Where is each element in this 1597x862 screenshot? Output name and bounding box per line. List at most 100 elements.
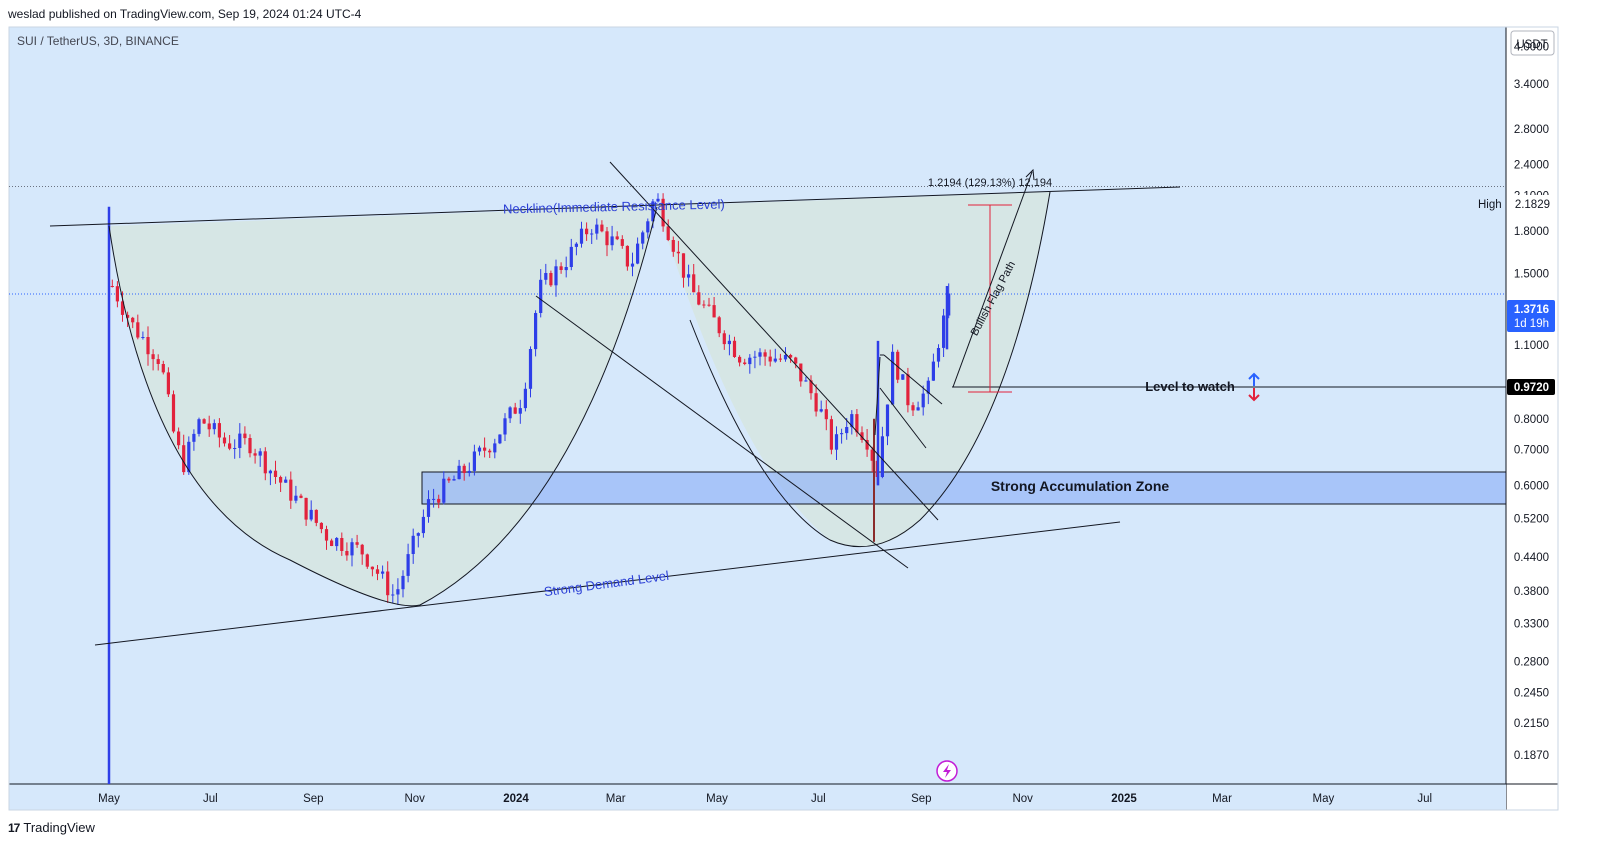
candle-body	[161, 364, 165, 373]
candle-body	[579, 228, 584, 244]
candle-body	[906, 374, 910, 406]
cup-curve-left[interactable]	[108, 206, 658, 607]
candle-body	[753, 356, 757, 358]
candle-body	[590, 233, 594, 235]
candle-body	[926, 380, 930, 394]
x-tick-label: Sep	[303, 793, 323, 805]
candle-body	[748, 357, 752, 365]
downtrend-line-upper[interactable]	[609, 161, 939, 521]
candle-body	[896, 351, 900, 380]
candle-body	[319, 522, 323, 530]
flag-mast[interactable]	[874, 356, 881, 436]
candle-body	[880, 436, 884, 477]
flash-icon[interactable]	[936, 760, 958, 782]
candle-body	[324, 529, 329, 541]
candle-body	[442, 478, 446, 503]
candle-body	[396, 589, 400, 595]
candle-body	[503, 418, 507, 435]
neckline[interactable]	[49, 186, 1181, 227]
candle-body	[141, 337, 145, 338]
tradingview-logo-icon: 17	[8, 820, 20, 835]
accumulation-label[interactable]: Strong Accumulation Zone	[991, 478, 1170, 494]
candle-body	[340, 538, 344, 551]
candle-body	[457, 465, 461, 480]
bullish-flag-arrow[interactable]	[952, 171, 1033, 388]
candle-body	[702, 304, 706, 306]
flag-upper[interactable]	[883, 354, 943, 405]
candle-body	[559, 266, 563, 270]
candle-body	[381, 571, 385, 574]
candle-body	[238, 433, 242, 448]
candle-body	[942, 315, 946, 348]
candle-body	[768, 356, 772, 362]
candle-body	[809, 380, 813, 394]
drawing-shapes	[9, 186, 1507, 606]
candle-body	[217, 423, 221, 438]
candle-body	[692, 274, 696, 293]
candle-body	[452, 479, 456, 481]
x-tick-label: May	[98, 793, 120, 805]
candle-body	[120, 301, 125, 315]
y-tick-label: 4.0000	[1514, 41, 1549, 53]
candle-body	[146, 337, 150, 355]
flag-pole-lower[interactable]	[879, 387, 927, 449]
candle-body	[294, 495, 298, 501]
candle-body	[544, 273, 548, 280]
candle-body	[314, 509, 318, 523]
measure-label: 1.2194 (129.13%) 12,194	[928, 177, 1052, 189]
candle-body	[722, 333, 726, 345]
candle-body	[620, 239, 624, 246]
x-tick-label: 2024	[503, 793, 529, 805]
candle-body	[921, 393, 925, 408]
candle-body	[432, 498, 436, 500]
bullish-flag-arrowhead-icon	[1025, 168, 1035, 181]
time-axis[interactable]	[9, 784, 1506, 810]
candle-body	[284, 479, 288, 483]
candle-body	[870, 449, 874, 461]
candle-body	[273, 470, 278, 477]
candle-body	[483, 447, 487, 451]
candle-body	[554, 266, 558, 286]
cup-curve-right[interactable]	[689, 191, 1051, 548]
candle-body	[855, 414, 859, 433]
currency-box[interactable]	[1510, 30, 1555, 56]
candle-body	[630, 263, 635, 267]
candle-body	[671, 240, 675, 252]
footer: 17 TradingView	[8, 820, 95, 835]
candle-body	[513, 407, 517, 414]
down-arrow-icon	[1248, 388, 1260, 402]
last-price-countdown: 1d 19h	[1514, 318, 1549, 330]
candle-body	[426, 499, 431, 517]
y-axis-ticks: 4.00003.40002.80002.40002.10001.80001.50…	[1514, 41, 1549, 762]
candle-body	[773, 358, 777, 362]
candle-body	[681, 253, 686, 278]
candle-body	[508, 407, 512, 419]
candle-body	[330, 540, 334, 546]
candle-body	[712, 305, 716, 318]
candle-body	[646, 221, 650, 233]
candle-body	[115, 286, 119, 302]
demand-line[interactable]	[94, 521, 1121, 646]
price-scale[interactable]	[1506, 27, 1558, 784]
candle-body	[386, 571, 390, 596]
neckline-label[interactable]: Neckline(Immediate Resistance Level)	[503, 196, 725, 216]
x-tick-label: Jul	[203, 793, 218, 805]
accumulation-zone[interactable]	[421, 471, 1507, 505]
candle-body	[391, 594, 395, 596]
candle-body	[309, 509, 313, 520]
candle-body	[518, 408, 522, 414]
candle-body	[233, 448, 237, 449]
downtrend-line-lower[interactable]	[535, 295, 909, 569]
candle-body	[840, 433, 844, 435]
currency-label: USDT	[1516, 39, 1547, 51]
candle-body	[789, 355, 793, 358]
x-tick-label: Jul	[811, 793, 826, 805]
candle-body	[569, 246, 573, 267]
y-tick-label: 0.5200	[1514, 513, 1549, 525]
x-tick-label: Sep	[911, 793, 931, 805]
candle-body	[253, 453, 257, 456]
candle-body	[656, 198, 660, 202]
candle-body	[763, 352, 767, 357]
level-to-watch-label[interactable]: Level to watch	[1145, 379, 1235, 394]
